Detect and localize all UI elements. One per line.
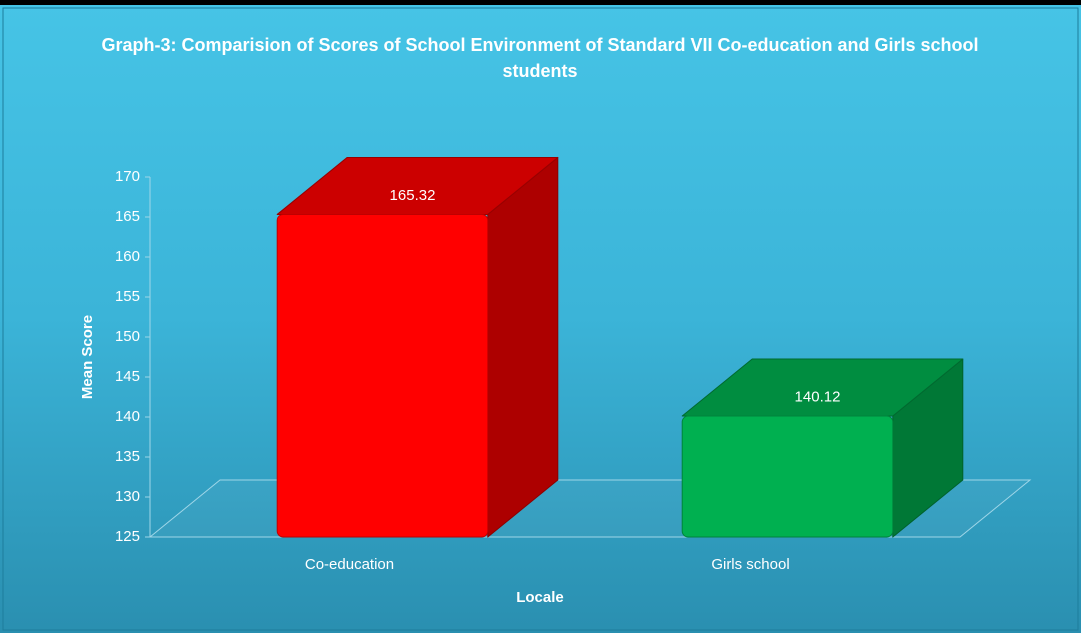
x-tick-label: Girls school xyxy=(711,556,789,573)
x-axis-title: Locale xyxy=(516,589,564,606)
chart-title: Graph-3: Comparision of Scores of School… xyxy=(101,35,979,81)
bar xyxy=(681,415,894,538)
y-axis-title: Mean Score xyxy=(79,315,96,399)
x-tick-label: Co-education xyxy=(305,556,394,573)
frame xyxy=(2,7,1079,631)
y-tick-label: 130 xyxy=(115,488,140,505)
y-tick-label: 170 xyxy=(115,168,140,185)
y-tick-label: 160 xyxy=(115,248,140,265)
top-border xyxy=(0,0,1081,5)
data-label: 165.32 xyxy=(390,187,436,204)
y-tick-label: 155 xyxy=(115,288,140,305)
bar xyxy=(276,213,489,538)
y-tick-label: 140 xyxy=(115,408,140,425)
y-tick-label: 135 xyxy=(115,448,140,465)
y-tick-label: 145 xyxy=(115,368,140,385)
data-label: 140.12 xyxy=(795,389,841,406)
y-tick-label: 125 xyxy=(115,528,140,545)
y-tick-label: 150 xyxy=(115,328,140,345)
bar-side xyxy=(487,156,559,538)
y-tick-label: 165 xyxy=(115,208,140,225)
